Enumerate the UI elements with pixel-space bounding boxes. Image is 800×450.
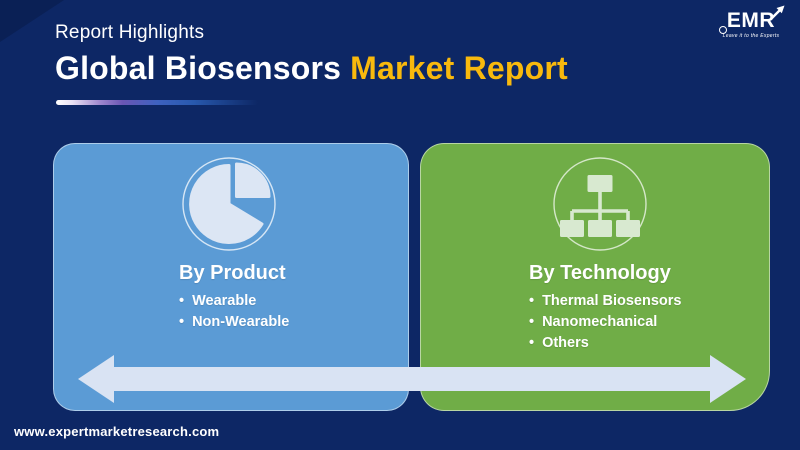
title-accent: Market Report [350,50,568,86]
org-chart-icon [553,157,647,251]
title-main: Global Biosensors [55,50,342,86]
report-eyebrow: Report Highlights [55,22,205,43]
list-item: • Non-Wearable [179,312,289,333]
bullet-marker: • [179,293,185,309]
bullet-marker: • [529,335,535,351]
card-heading-by-product: By Product [179,262,286,284]
list-item: • Thermal Biosensors [529,291,682,312]
bullet-marker: • [179,314,185,330]
list-item-label: Non-Wearable [192,314,290,330]
bullet-marker: • [529,293,535,309]
growth-arrow-icon [771,5,785,19]
card-list-by-technology: • Thermal Biosensors • Nanomechanical • Oth… [529,291,682,354]
card-list-by-product: • Wearable • Non-Wearable [179,291,289,333]
magnifier-icon [718,26,727,34]
page-title: Global Biosensors Market Report [55,50,568,87]
title-underline [56,100,258,105]
logo-tagline: Leave it to the Experts [722,33,780,39]
list-item: • Others [529,333,682,354]
card-by-product: By Product • Wearable • Non-Wearable [53,143,409,411]
list-item-label: Wearable [192,293,257,309]
pie-chart-icon [182,157,276,251]
list-item-label: Nanomechanical [542,314,658,330]
list-item: • Nanomechanical [529,312,682,333]
emr-logo: EMR Leave it to the Experts [716,5,786,39]
list-item-label: Others [542,335,589,351]
list-item-label: Thermal Biosensors [542,293,682,309]
card-heading-by-technology: By Technology [529,262,671,284]
website-link[interactable]: www.expertmarketresearch.com [14,424,220,439]
logo-text: EMR [726,9,776,32]
double-arrow [78,355,746,403]
bullet-marker: • [529,314,535,330]
list-item: • Wearable [179,291,289,312]
